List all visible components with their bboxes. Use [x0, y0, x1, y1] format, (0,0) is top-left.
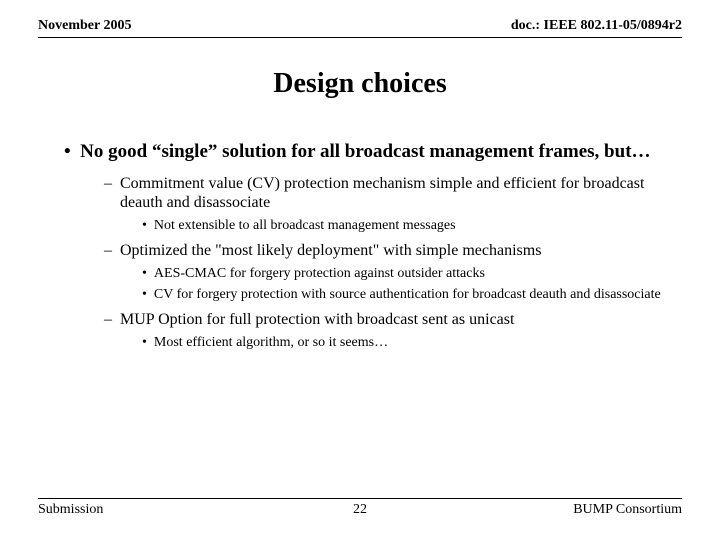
- header-date: November 2005: [38, 18, 131, 34]
- bullet-level3: • AES-CMAC for forgery protection agains…: [154, 266, 670, 283]
- bullet-text: Most efficient algorithm, or so it seems…: [154, 335, 388, 350]
- bullet-marker: •: [142, 266, 147, 281]
- footer-left: Submission: [38, 502, 103, 518]
- bullet-text: No good “single” solution for all broadc…: [80, 141, 650, 162]
- bullet-marker: •: [142, 335, 147, 350]
- header: November 2005 doc.: IEEE 802.11-05/0894r…: [0, 0, 720, 38]
- bullet-text: Optimized the "most likely deployment" w…: [120, 242, 541, 259]
- bullet-level3: • Not extensible to all broadcast manage…: [154, 218, 670, 235]
- slide-content: • No good “single” solution for all broa…: [0, 140, 720, 352]
- dash-marker: –: [104, 311, 112, 328]
- bullet-level3: • CV for forgery protection with source …: [154, 287, 670, 304]
- bullet-text: CV for forgery protection with source au…: [154, 287, 661, 302]
- bullet-text: AES-CMAC for forgery protection against …: [154, 266, 485, 281]
- slide-title: Design choices: [0, 68, 720, 100]
- bullet-marker: •: [142, 287, 147, 302]
- bullet-text: Commitment value (CV) protection mechani…: [120, 175, 644, 211]
- bullet-level2: – Optimized the "most likely deployment"…: [120, 241, 670, 260]
- footer-right: BUMP Consortium: [573, 502, 682, 518]
- header-row: November 2005 doc.: IEEE 802.11-05/0894r…: [38, 0, 682, 38]
- bullet-marker: •: [142, 218, 147, 233]
- bullet-level2: – Commitment value (CV) protection mecha…: [120, 174, 670, 212]
- bullet-text: MUP Option for full protection with broa…: [120, 311, 514, 328]
- dash-marker: –: [104, 175, 112, 192]
- bullet-text: Not extensible to all broadcast manageme…: [154, 218, 456, 233]
- bullet-marker: •: [64, 141, 71, 162]
- bullet-level2: – MUP Option for full protection with br…: [120, 310, 670, 329]
- bullet-level3: • Most efficient algorithm, or so it see…: [154, 335, 670, 352]
- footer-row: Submission 22 BUMP Consortium: [38, 498, 682, 518]
- dash-marker: –: [104, 242, 112, 259]
- header-doc-id: doc.: IEEE 802.11-05/0894r2: [511, 18, 682, 34]
- footer: Submission 22 BUMP Consortium: [38, 498, 682, 518]
- footer-page-number: 22: [353, 502, 367, 518]
- bullet-level1: • No good “single” solution for all broa…: [80, 140, 670, 164]
